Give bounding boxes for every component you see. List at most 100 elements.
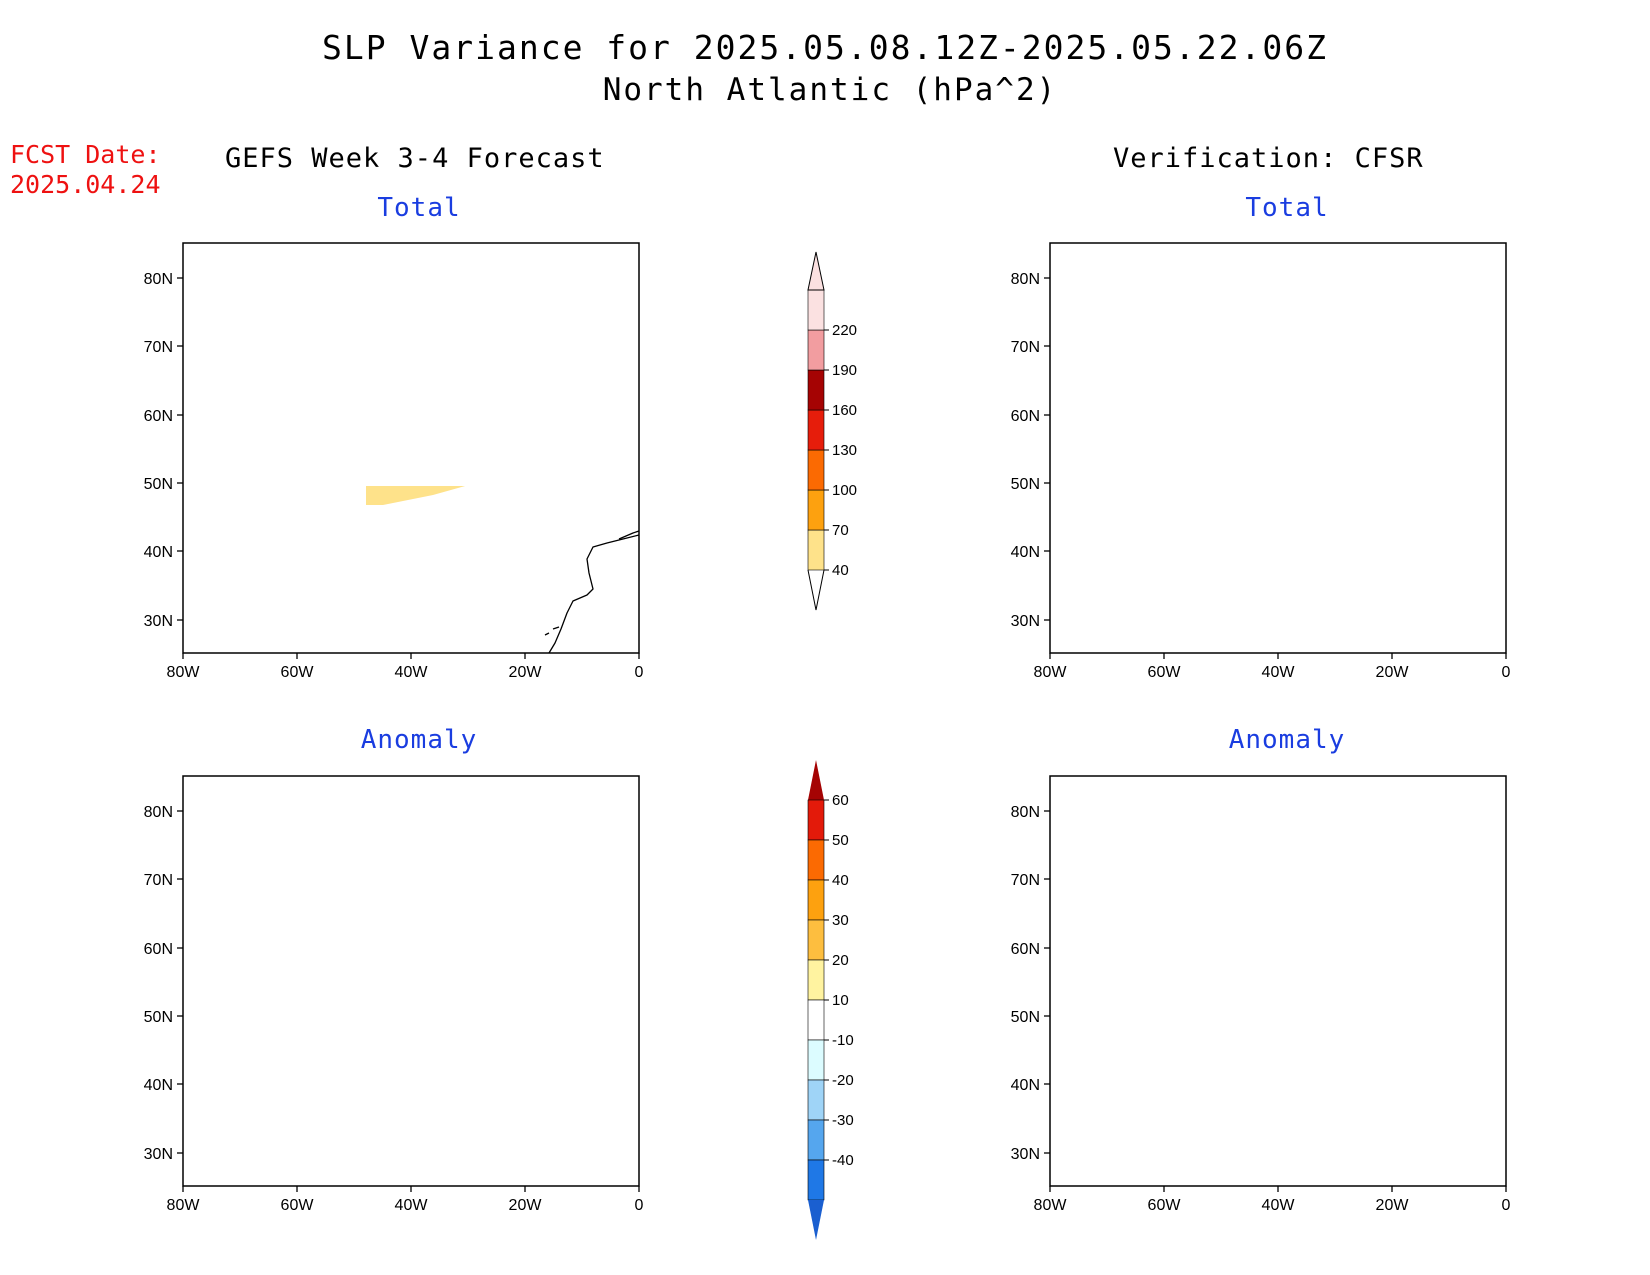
lat-tick-label: 40N [144, 1077, 173, 1094]
lat-tick-label: 40N [1011, 1077, 1040, 1094]
colorbar-label: 130 [832, 442, 857, 459]
colorbar-extension-high [808, 760, 824, 800]
lon-tick-label: 40W [1262, 664, 1296, 681]
colorbar-swatch [807, 1039, 825, 1081]
colorbar-extension-high [807, 251, 825, 291]
lat-tick-label: 30N [144, 1146, 173, 1163]
lon-tick-label: 20W [509, 664, 543, 681]
colorbar-swatch [807, 529, 825, 571]
lon-tick-label: 40W [395, 1197, 429, 1214]
colorbar-label: 40 [832, 872, 849, 889]
panel-title-top-right: Total [1245, 193, 1329, 223]
lat-tick-label: 80N [144, 804, 173, 821]
colorbar-swatch [807, 409, 825, 451]
colorbar-swatch [807, 369, 825, 411]
colorbar-swatch [807, 799, 825, 841]
lon-tick-label: 20W [1376, 664, 1410, 681]
axis-labels: 80W 60W 40W 20W 0 80N 70N 60N 50N 40N 30N 80W 60W 40W… [144, 271, 1511, 1214]
colorbar-label: 190 [832, 362, 857, 379]
panel-cfsr-anomaly [1043, 775, 1507, 1193]
fcst-date-value: 2025.04.24 [10, 170, 161, 199]
panel-title-bottom-right: Anomaly [1228, 725, 1346, 755]
lat-tick-label: 80N [144, 271, 173, 288]
colorbar-label: 30 [832, 912, 849, 929]
lon-tick-label: 60W [281, 664, 315, 681]
colorbar-label: -10 [832, 1032, 854, 1049]
colorbar-swatch [807, 329, 825, 371]
lat-tick-label: 40N [144, 544, 173, 561]
main-title: SLP Variance for 2025.05.08.12Z-2025.05.… [322, 28, 1328, 67]
colorbar-swatch [807, 839, 825, 881]
lat-tick-label: 30N [144, 613, 173, 630]
colorbar-label: 40 [832, 562, 849, 579]
colorbar-label: 50 [832, 832, 849, 849]
lat-tick-label: 70N [1011, 339, 1040, 356]
colorbar-swatch [807, 289, 825, 331]
lon-tick-label: 60W [281, 1197, 315, 1214]
lat-tick-label: 80N [1011, 271, 1040, 288]
colorbar-swatch [807, 879, 825, 921]
lat-tick-label: 30N [1011, 1146, 1040, 1163]
panel-cfsr-total [1043, 242, 1507, 660]
colorbar-label: 20 [832, 952, 849, 969]
colorbar-label: -30 [832, 1112, 854, 1129]
lat-tick-label: 70N [144, 339, 173, 356]
lon-tick-label: 60W [1148, 664, 1182, 681]
lat-tick-label: 60N [1011, 408, 1040, 425]
colorbar-swatch [807, 1079, 825, 1121]
colorbar-swatch [807, 1159, 825, 1201]
lon-tick-label: 0 [1502, 664, 1511, 681]
lat-tick-label: 50N [1011, 476, 1040, 493]
lat-tick-label: 60N [1011, 941, 1040, 958]
right-column-heading: Verification: CFSR [1113, 143, 1424, 174]
panel-gefs-anomaly [176, 775, 640, 1193]
panel-gefs-total [176, 242, 640, 660]
lon-tick-label: 80W [167, 664, 201, 681]
lon-tick-label: 80W [1034, 664, 1068, 681]
colorbar-swatch [807, 959, 825, 1001]
lon-tick-label: 40W [1262, 1197, 1296, 1214]
main-subtitle: North Atlantic (hPa^2) [602, 72, 1058, 108]
fcst-date-label: FCST Date: [10, 140, 161, 169]
lon-tick-label: 20W [509, 1197, 543, 1214]
colorbar-label: 60 [832, 792, 849, 809]
lat-tick-label: 70N [144, 872, 173, 889]
lon-tick-label: 80W [167, 1197, 201, 1214]
colorbar-label: 10 [832, 992, 849, 1009]
lon-tick-label: 40W [395, 664, 429, 681]
colorbar-swatch [807, 1119, 825, 1161]
colorbar-swatch [807, 489, 825, 531]
lon-tick-label: 20W [1376, 1197, 1410, 1214]
colorbar-label: 100 [832, 482, 857, 499]
colorbar-label: 160 [832, 402, 857, 419]
panel-title-bottom-left: Anomaly [360, 725, 478, 755]
lat-tick-label: 60N [144, 941, 173, 958]
colorbar-swatch [807, 999, 825, 1041]
lon-tick-label: 0 [635, 1197, 644, 1214]
panel-title-top-left: Total [377, 193, 461, 223]
total-colorbar: 40 70 100 130 160 190 220 [807, 251, 857, 611]
colorbar-label: 70 [832, 522, 849, 539]
lon-tick-label: 0 [1502, 1197, 1511, 1214]
lat-tick-label: 30N [1011, 613, 1040, 630]
colorbar-label: 220 [832, 322, 857, 339]
lon-tick-label: 0 [635, 664, 644, 681]
colorbar-extension-low [807, 569, 825, 611]
lon-tick-label: 60W [1148, 1197, 1182, 1214]
colorbar-swatch [807, 449, 825, 491]
colorbar-label: -20 [832, 1072, 854, 1089]
lat-tick-label: 50N [144, 476, 173, 493]
colorbar-extension-low [808, 1200, 824, 1240]
lat-tick-label: 50N [1011, 1009, 1040, 1026]
lat-tick-label: 70N [1011, 872, 1040, 889]
lat-tick-label: 60N [144, 408, 173, 425]
colorbar-label: -40 [832, 1152, 854, 1169]
lon-tick-label: 80W [1034, 1197, 1068, 1214]
lat-tick-label: 50N [144, 1009, 173, 1026]
lat-tick-label: 40N [1011, 544, 1040, 561]
left-column-heading: GEFS Week 3-4 Forecast [225, 143, 605, 174]
anomaly-colorbar: 60 50 40 30 20 10 -10 -20 -30 -40 [807, 760, 854, 1240]
colorbar-swatch [807, 919, 825, 961]
lat-tick-label: 80N [1011, 804, 1040, 821]
